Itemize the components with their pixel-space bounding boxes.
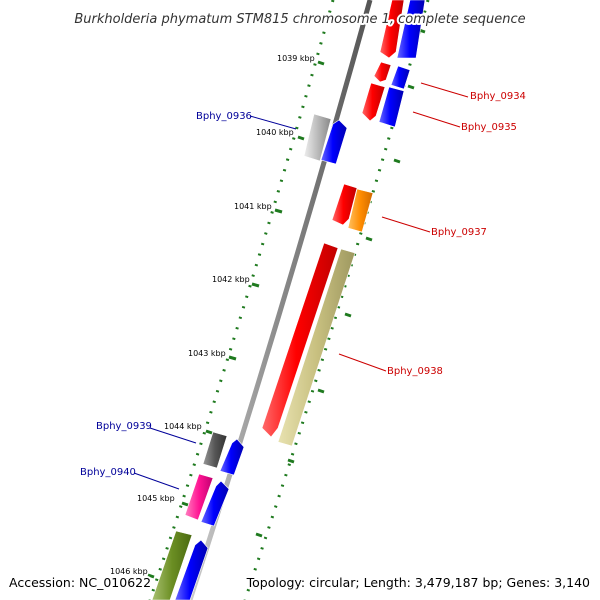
gene-arrow-khaki[interactable] (277, 248, 356, 447)
kbp-ticks (147, 28, 426, 579)
tick-mark (181, 501, 189, 507)
gene-arrow-gray[interactable] (303, 113, 332, 162)
tick-mark (147, 573, 155, 579)
tick-mark (317, 60, 325, 66)
tick-mark (205, 429, 213, 435)
label-leader-lines (133, 82, 469, 490)
map-title: Burkholderia phymatum STM815 chromosome … (74, 12, 525, 27)
accession-text: Accession: NC_010622 (9, 575, 151, 590)
gene-arrow-olive[interactable] (151, 530, 193, 600)
gene-arrow-red[interactable] (331, 183, 358, 226)
gene-arrow-blue[interactable] (378, 86, 405, 128)
tick-mark (287, 458, 295, 464)
leader-line-bphy-0936 (249, 115, 297, 130)
gene-arrow-blue[interactable] (219, 438, 245, 476)
gene-label-bphy-0936[interactable]: Bphy_0936 (196, 111, 252, 122)
tick-mark (255, 532, 263, 538)
gene-arrow-magenta[interactable] (184, 473, 214, 521)
leader-line-bphy-0937 (381, 216, 431, 233)
kbp-label: 1042 kbp (212, 275, 250, 284)
gene-arrow-darkgray[interactable] (202, 431, 228, 469)
kbp-label: 1045 kbp (137, 494, 175, 503)
tick-mark (344, 312, 352, 318)
gene-label-bphy-0939[interactable]: Bphy_0939 (96, 421, 152, 432)
tick-mark (228, 355, 237, 361)
leader-line-bphy-0940 (133, 472, 180, 490)
tick-mark (393, 158, 401, 164)
gene-arrow-blue[interactable] (200, 480, 230, 527)
tick-mark (317, 388, 325, 394)
gene-arrow-orange[interactable] (347, 188, 374, 233)
gene-arrow-red[interactable] (361, 82, 386, 122)
genome-summary-text: Topology: circular; Length: 3,479,187 bp… (246, 575, 590, 590)
gene-label-bphy-0937[interactable]: Bphy_0937 (431, 227, 487, 238)
kbp-label: 1039 kbp (277, 54, 315, 63)
gene-arrow-blue[interactable] (390, 65, 411, 90)
leader-line-bphy-0934 (420, 82, 469, 98)
gene-features (151, 0, 426, 600)
gene-arrow-red[interactable] (379, 0, 405, 59)
tick-mark (297, 135, 305, 141)
kbp-label: 1041 kbp (234, 202, 272, 211)
gene-arrow-red[interactable] (373, 61, 392, 83)
gene-arrow-blue[interactable] (320, 119, 348, 165)
gene-label-bphy-0934[interactable]: Bphy_0934 (470, 91, 526, 102)
gene-label-bphy-0938[interactable]: Bphy_0938 (387, 366, 443, 377)
leader-line-bphy-0939 (149, 427, 197, 444)
gene-arrow-red[interactable] (261, 242, 339, 438)
kbp-label-group: 1039 kbp 1040 kbp 1041 kbp 1042 kbp 1043… (110, 54, 315, 576)
gene-label-group: Bphy_0934 Bphy_0935 Bphy_0936 Bphy_0937 … (80, 91, 526, 478)
tick-mark (365, 236, 373, 242)
leader-line-bphy-0935 (412, 111, 461, 128)
tick-mark (251, 282, 260, 288)
gene-label-bphy-0935[interactable]: Bphy_0935 (461, 122, 517, 133)
gene-label-bphy-0940[interactable]: Bphy_0940 (80, 467, 136, 478)
kbp-label: 1040 kbp (256, 128, 294, 137)
kbp-label: 1044 kbp (164, 422, 202, 431)
tick-mark (407, 84, 415, 90)
gene-arrow-blue[interactable] (174, 539, 209, 600)
kbp-label: 1046 kbp (110, 567, 148, 576)
gene-arrow-blue[interactable] (396, 0, 426, 59)
leader-line-bphy-0938 (338, 353, 387, 372)
tick-mark (274, 208, 283, 214)
kbp-label: 1043 kbp (188, 349, 226, 358)
